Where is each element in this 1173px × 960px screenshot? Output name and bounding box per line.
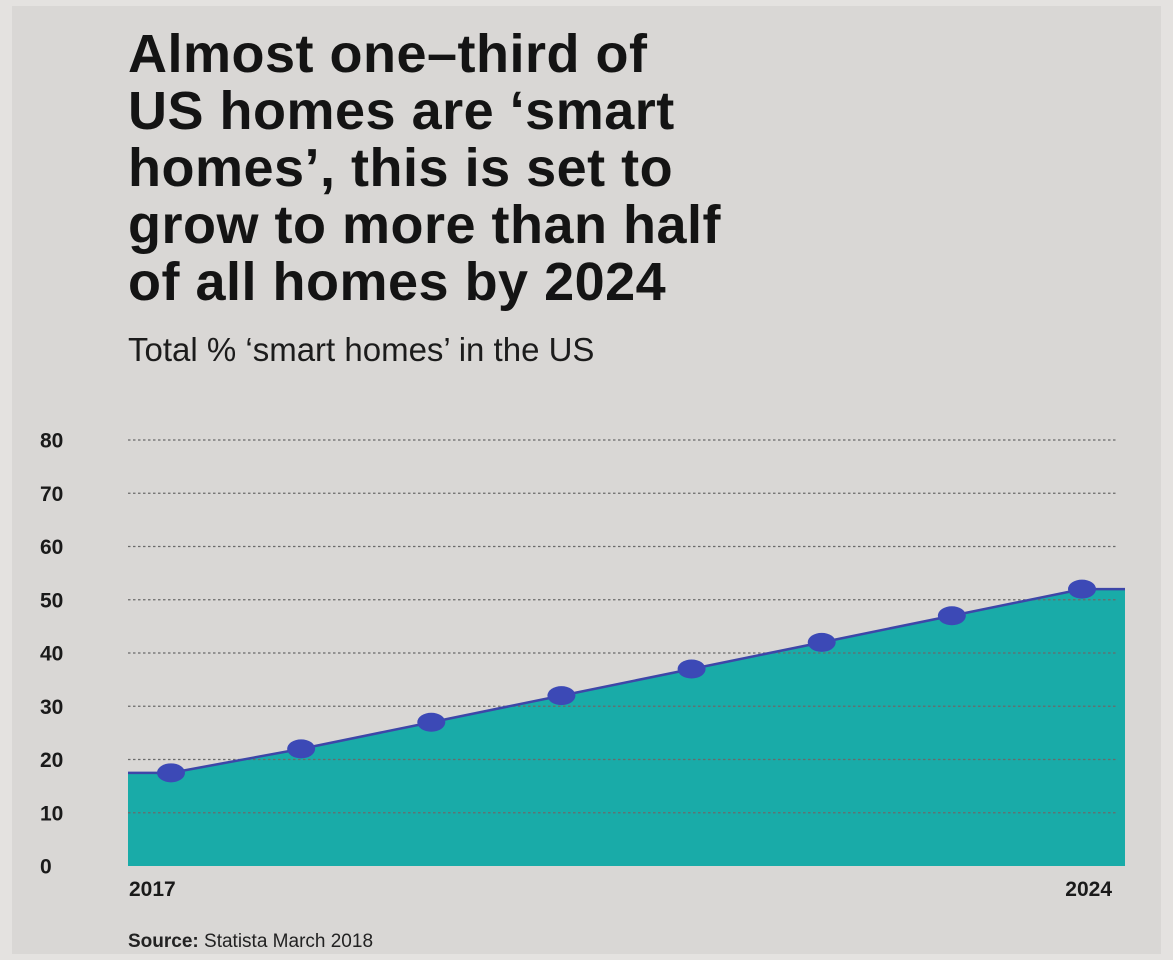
data-point xyxy=(157,763,185,783)
chart-subtitle: Total % ‘smart homes’ in the US xyxy=(128,331,595,368)
chart-title: Almost one–third of US homes are ‘smart … xyxy=(128,26,1088,311)
x-tick-label: 2017 xyxy=(129,878,176,901)
y-tick-label: 50 xyxy=(40,589,63,612)
source-text: Statista March 2018 xyxy=(198,931,374,952)
data-point xyxy=(1068,579,1096,599)
x-tick-label: 2024 xyxy=(1065,878,1112,901)
y-tick-label: 40 xyxy=(40,643,63,666)
title-line: of all homes by 2024 xyxy=(128,252,667,312)
data-point xyxy=(287,739,316,759)
y-tick-label: 0 xyxy=(40,856,52,879)
data-point xyxy=(807,632,836,652)
y-tick-label: 70 xyxy=(40,483,63,506)
source-label: Source: xyxy=(128,931,199,952)
title-line: US homes are ‘smart xyxy=(128,81,675,141)
data-point xyxy=(937,606,966,626)
data-point xyxy=(417,712,446,732)
y-tick-label: 80 xyxy=(40,430,63,453)
y-tick-label: 20 xyxy=(40,749,63,772)
area-fill xyxy=(128,589,1125,866)
title-line: Almost one–third of xyxy=(128,24,648,84)
data-point xyxy=(677,659,706,679)
y-tick-label: 10 xyxy=(40,802,63,825)
data-point xyxy=(547,686,576,706)
series-line xyxy=(128,587,1125,775)
y-tick-label: 60 xyxy=(40,536,63,559)
y-tick-label: 30 xyxy=(40,696,63,719)
title-line: homes’, this is set to xyxy=(128,138,674,198)
source-note: Source: Statista March 2018 xyxy=(128,930,373,954)
title-line: grow to more than half xyxy=(128,195,722,255)
